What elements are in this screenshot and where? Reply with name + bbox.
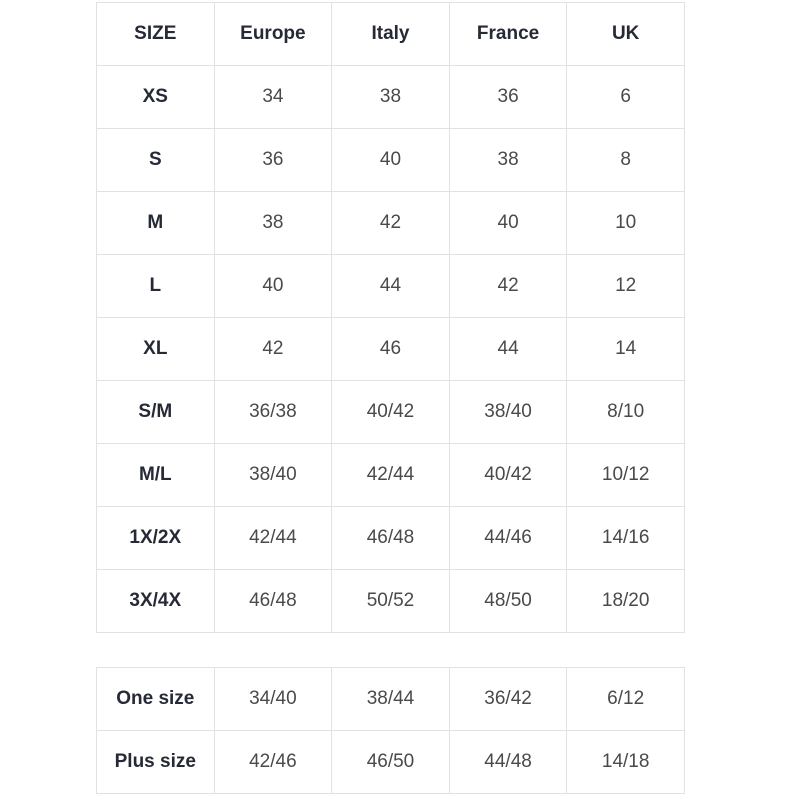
size-value: 46/48 [331, 506, 450, 570]
size-value: 36/42 [448, 667, 568, 731]
size-value: 38 [448, 128, 568, 192]
size-value: 46/48 [213, 569, 333, 633]
header-row: SIZE Europe Italy France UK [96, 2, 685, 66]
size-value: 14/16 [566, 506, 685, 570]
size-value: 6 [566, 65, 685, 129]
size-value: 46 [331, 317, 450, 381]
size-value: 42 [213, 317, 333, 381]
table-row: M 38 42 40 10 [96, 191, 685, 255]
size-value: 12 [566, 254, 685, 318]
size-label: S [96, 128, 215, 192]
size-label: M [96, 191, 215, 255]
table-row: One size 34/40 38/44 36/42 6/12 [96, 667, 685, 731]
table-row: XS 34 38 36 6 [96, 65, 685, 129]
table-row: XL 42 46 44 14 [96, 317, 685, 381]
special-sizes-table: One size 34/40 38/44 36/42 6/12 Plus size 42/4… [96, 667, 685, 794]
size-value: 42/44 [213, 506, 333, 570]
table-row: M/L 38/40 42/44 40/42 10/12 [96, 443, 685, 507]
size-value: 34 [213, 65, 333, 129]
size-label: 3X/4X [96, 569, 215, 633]
table-row: S/M 36/38 40/42 38/40 8/10 [96, 380, 685, 444]
size-value: 10/12 [566, 443, 685, 507]
table-row: L 40 44 42 12 [96, 254, 685, 318]
size-label: S/M [96, 380, 215, 444]
size-chart-table: SIZE Europe Italy France UK XS 34 38 36 6 S 36 40 38… [96, 2, 685, 633]
size-value: 44 [331, 254, 450, 318]
column-header: France [448, 2, 568, 66]
size-value: 44 [448, 317, 568, 381]
size-value: 36 [448, 65, 568, 129]
size-value: 48/50 [448, 569, 568, 633]
size-value: 14 [566, 317, 685, 381]
size-value: 38/44 [331, 667, 450, 731]
size-value: 36 [213, 128, 333, 192]
size-value: 40 [213, 254, 333, 318]
size-value: 42 [331, 191, 450, 255]
table-row: 3X/4X 46/48 50/52 48/50 18/20 [96, 569, 685, 633]
size-value: 14/18 [566, 730, 685, 794]
table-row: Plus size 42/46 46/50 44/48 14/18 [96, 730, 685, 794]
size-value: 38/40 [213, 443, 333, 507]
size-value: 40 [448, 191, 568, 255]
column-header: UK [566, 2, 685, 66]
column-header: Italy [331, 2, 450, 66]
size-value: 6/12 [566, 667, 685, 731]
size-value: 36/38 [213, 380, 333, 444]
size-value: 38/40 [448, 380, 568, 444]
size-value: 44/46 [448, 506, 568, 570]
table-row: 1X/2X 42/44 46/48 44/46 14/16 [96, 506, 685, 570]
size-value: 42/44 [331, 443, 450, 507]
size-value: 44/48 [448, 730, 568, 794]
size-value: 38 [213, 191, 333, 255]
column-header: Europe [213, 2, 333, 66]
size-label: M/L [96, 443, 215, 507]
size-value: 10 [566, 191, 685, 255]
size-label: L [96, 254, 215, 318]
size-label: One size [96, 667, 215, 731]
table-row: S 36 40 38 8 [96, 128, 685, 192]
size-value: 34/40 [213, 667, 333, 731]
size-value: 46/50 [331, 730, 450, 794]
size-label: XL [96, 317, 215, 381]
size-label: XS [96, 65, 215, 129]
size-value: 42/46 [213, 730, 333, 794]
size-value: 18/20 [566, 569, 685, 633]
size-value: 8/10 [566, 380, 685, 444]
size-value: 40 [331, 128, 450, 192]
size-label: Plus size [96, 730, 215, 794]
size-value: 8 [566, 128, 685, 192]
size-value: 40/42 [331, 380, 450, 444]
column-header: SIZE [96, 2, 215, 66]
size-value: 38 [331, 65, 450, 129]
size-value: 40/42 [448, 443, 568, 507]
size-value: 50/52 [331, 569, 450, 633]
size-label: 1X/2X [96, 506, 215, 570]
size-value: 42 [448, 254, 568, 318]
